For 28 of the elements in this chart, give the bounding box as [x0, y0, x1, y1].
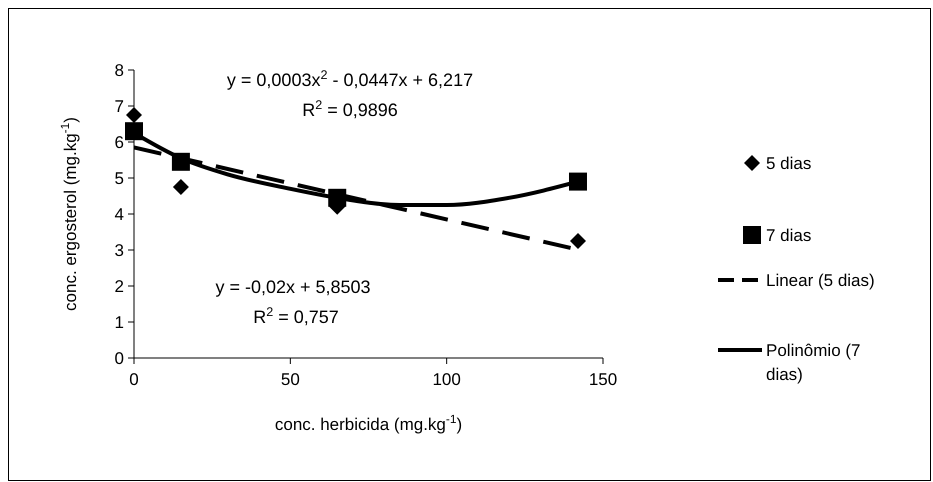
- annotation: y = 0,0003x$^{2}$ - 0,0447x + 6,217: [226, 68, 474, 90]
- point: [568, 172, 587, 191]
- y-tick-label: 8: [114, 61, 124, 80]
- x-axis-title: conc. herbicida (mg.kg$^{-1}$): [274, 412, 462, 434]
- y-tick-label: 2: [114, 277, 124, 296]
- point: [172, 152, 190, 171]
- point: [570, 233, 586, 249]
- y-tick-label: 0: [114, 349, 124, 368]
- legend-label: 5 dias: [766, 154, 812, 173]
- x-tick-label: 50: [280, 370, 300, 389]
- y-tick-label: 4: [114, 205, 124, 224]
- point: [125, 122, 143, 140]
- legend-label: Linear (5 dias): [766, 271, 875, 290]
- x-tick-label: 150: [588, 370, 618, 389]
- point: [172, 179, 189, 195]
- y-tick-label: 5: [114, 169, 124, 188]
- x-tick-label: 100: [432, 370, 461, 389]
- y-tick-label: 1: [114, 313, 124, 332]
- annotation: R$^{2}$ = 0,757: [253, 305, 339, 327]
- legend-label: Polinômio (7 dias): [766, 341, 860, 384]
- legend-label: 7 dias: [766, 226, 812, 245]
- y-tick-label: 6: [114, 133, 124, 152]
- point: [126, 107, 142, 123]
- annotation: R$^{2}$ = 0,9896: [302, 98, 398, 120]
- x-tick-label: 0: [129, 370, 139, 389]
- y-tick-label: 3: [114, 241, 124, 260]
- y-tick-label: 7: [114, 97, 124, 116]
- annotation: y = -0,02x + 5,8503: [215, 277, 371, 297]
